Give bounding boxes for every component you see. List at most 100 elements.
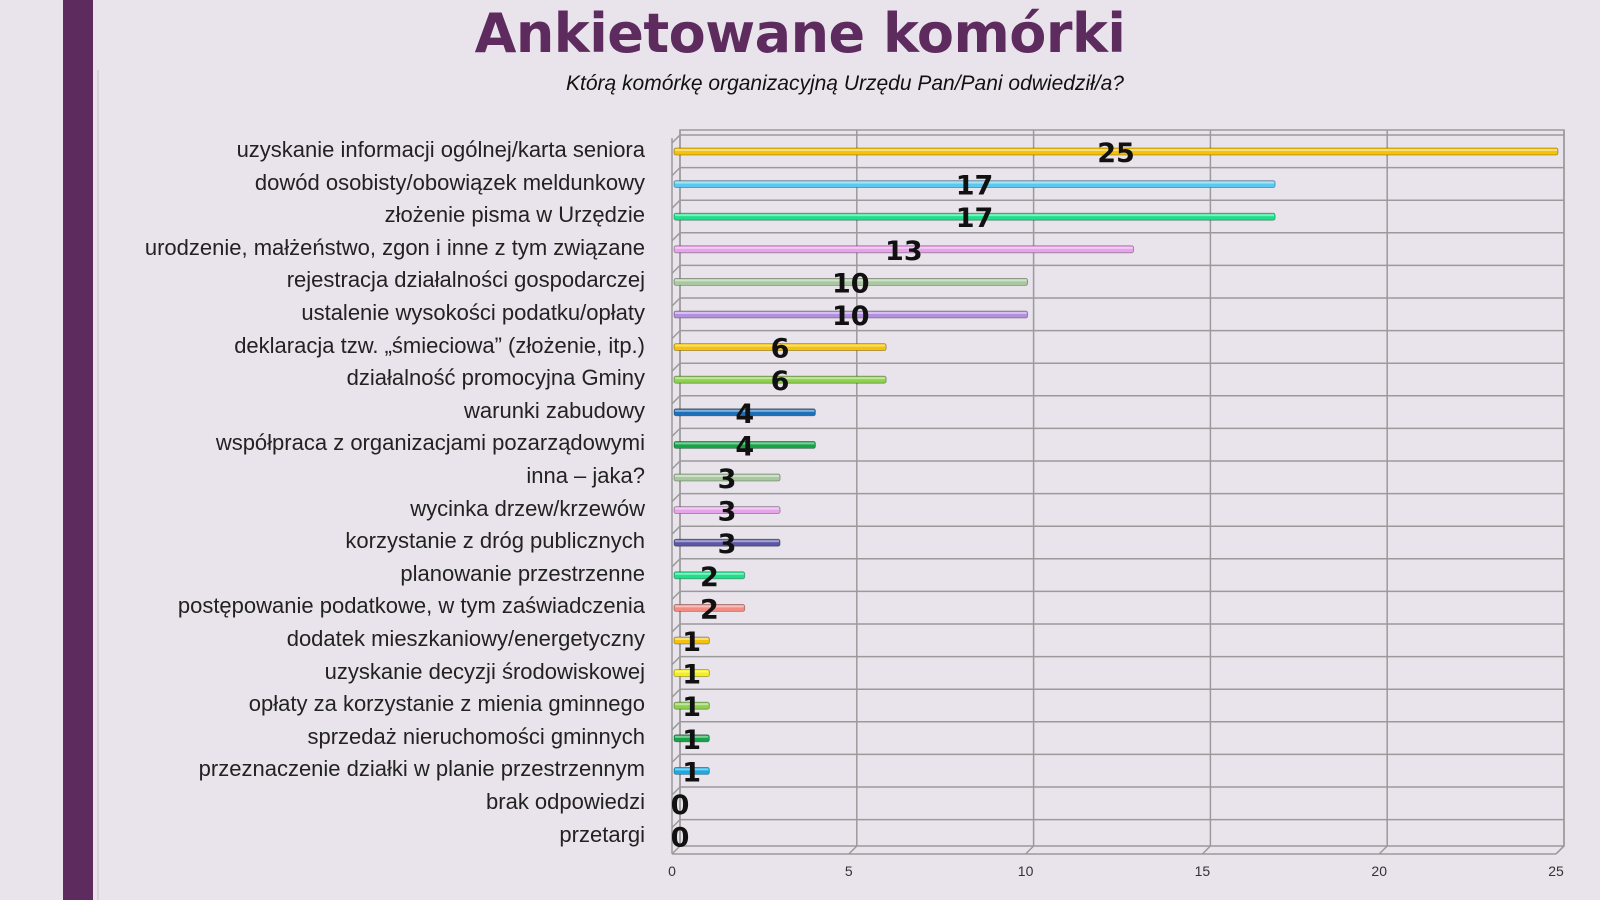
bar-highlight <box>675 572 744 575</box>
side-gridline <box>671 395 681 405</box>
x-tick-label: 5 <box>845 863 853 879</box>
side-gridline <box>671 558 681 568</box>
side-gridline <box>671 362 681 372</box>
side-gridline <box>671 819 681 829</box>
bar-value-label: 3 <box>718 497 737 528</box>
category-label: urodzenie, małżeństwo, zgon i inne z tym… <box>144 234 645 260</box>
bar-value-label: 13 <box>885 236 923 267</box>
bar <box>673 506 781 515</box>
bar-highlight <box>675 214 1275 217</box>
floor-tick <box>671 845 681 855</box>
slide-edge <box>97 70 99 900</box>
side-gridline <box>671 330 681 340</box>
grid <box>671 129 1565 855</box>
category-label: wycinka drzew/krzewów <box>410 495 645 521</box>
bar-highlight <box>675 312 1027 314</box>
bar-highlight <box>675 735 709 738</box>
bar-value-label: 25 <box>1097 138 1135 169</box>
side-gridline <box>671 264 681 274</box>
bar-value-label: 17 <box>956 203 994 234</box>
category-label: sprzedaż nieruchomości gminnych <box>307 723 646 749</box>
bar <box>673 375 887 384</box>
side-gridline <box>671 590 681 600</box>
category-label: korzystanie z dróg publicznych <box>345 528 645 554</box>
category-label: uzyskanie decyzji środowiskowej <box>324 658 645 684</box>
side-gridline <box>671 167 681 177</box>
bar-value-label: 2 <box>700 562 719 593</box>
x-tick-label: 25 <box>1548 863 1564 879</box>
category-label: rejestracja działalności gospodarczej <box>286 267 645 293</box>
bar <box>673 408 816 417</box>
bar <box>673 604 746 612</box>
bar-highlight <box>675 442 815 445</box>
category-label: uzyskanie informacji ogólnej/karta senio… <box>236 137 645 162</box>
category-label: współpraca z organizacjami pozarządowymi <box>215 430 645 456</box>
bar <box>673 310 1029 319</box>
bar-highlight <box>675 149 1557 151</box>
bar-highlight <box>675 605 744 608</box>
category-label: deklaracja tzw. „śmieciowa” (złożenie, i… <box>234 332 645 358</box>
bar <box>673 212 1276 221</box>
bar-highlight <box>675 377 886 380</box>
category-label: złożenie pisma w Urzędzie <box>384 202 645 228</box>
bar-value-label: 3 <box>718 464 737 495</box>
category-label: inna – jaka? <box>526 463 645 488</box>
category-label: przeznaczenie działki w planie przestrze… <box>198 756 645 782</box>
bar-value-label: 6 <box>771 334 790 365</box>
bar-highlight <box>675 703 709 706</box>
category-label: opłaty za korzystanie z mienia gminnego <box>248 691 645 717</box>
bar-highlight <box>675 540 780 543</box>
bar-value-label: 4 <box>735 431 754 462</box>
bar <box>673 473 781 482</box>
side-gridline <box>671 525 681 535</box>
bar-value-label: 2 <box>700 594 719 625</box>
bar-value-label: 4 <box>735 399 754 430</box>
bar-value-label: 1 <box>682 757 701 788</box>
bar-highlight <box>675 507 780 510</box>
bar <box>673 147 1559 156</box>
floor-tick <box>848 845 858 855</box>
bar-highlight <box>675 279 1027 282</box>
bar-value-label: 6 <box>771 366 790 397</box>
bar-value-label: 0 <box>671 823 690 854</box>
side-gridline <box>671 427 681 437</box>
bar <box>673 343 887 352</box>
x-tick-label: 10 <box>1018 863 1034 879</box>
bar-value-label: 10 <box>832 268 870 299</box>
floor-tick <box>1025 845 1035 855</box>
bar <box>673 701 710 710</box>
bar-highlight <box>675 638 709 640</box>
side-gridline <box>671 493 681 503</box>
side-gridline <box>671 786 681 796</box>
category-label: postępowanie podatkowe, w tym zaświadcze… <box>177 593 645 619</box>
side-gridline <box>671 656 681 666</box>
plot-back-wall <box>679 129 1565 847</box>
category-label: działalność promocyjna Gminy <box>346 365 645 391</box>
side-gridline <box>671 199 681 209</box>
bar-value-label: 1 <box>682 627 701 658</box>
category-label: ustalenie wysokości podatku/opłaty <box>301 300 645 325</box>
side-gridline <box>671 460 681 470</box>
x-tick-label: 0 <box>668 863 676 879</box>
category-label: warunki zabudowy <box>464 397 645 423</box>
side-gridline <box>671 297 681 307</box>
bar <box>673 636 710 645</box>
side-gridline <box>671 134 681 144</box>
category-label: przetargi <box>559 821 645 847</box>
category-label: dowód osobisty/obowiązek meldunkowy <box>254 169 645 195</box>
bar-value-label: 0 <box>671 790 690 821</box>
x-tick-label: 20 <box>1371 863 1387 879</box>
bar-value-label: 3 <box>718 529 737 560</box>
decorative-side-bar <box>63 0 93 900</box>
bar-highlight <box>675 181 1275 184</box>
bar-highlight <box>675 670 709 673</box>
chart-subtitle: Którą komórkę organizacyjną Urzędu Pan/P… <box>566 72 1124 95</box>
floor-edge-right <box>1555 845 1565 855</box>
bar-highlight <box>675 344 886 347</box>
bar <box>673 571 746 580</box>
bar-value-label: 1 <box>682 725 701 756</box>
x-axis-ticks: 0 5 10 15 20 25 <box>668 863 1564 879</box>
floor-tick <box>1378 845 1388 855</box>
bars <box>673 147 1559 775</box>
